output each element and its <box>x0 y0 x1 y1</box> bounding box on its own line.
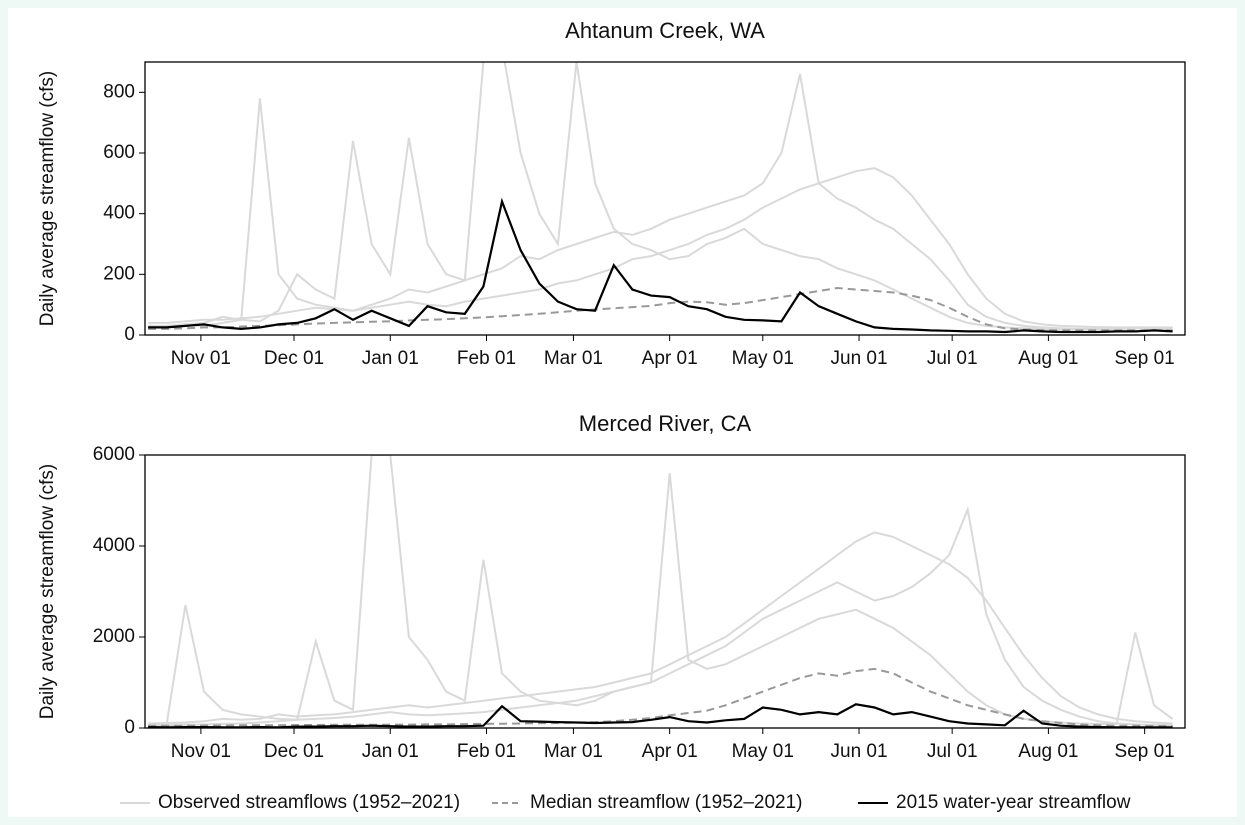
x-tick-label: Jul 01 <box>927 348 978 369</box>
x-tick-label: Jan 01 <box>362 348 419 369</box>
x-tick-label: Mar 01 <box>544 348 603 369</box>
chart-title: Merced River, CA <box>579 411 752 436</box>
x-tick-label: Mar 01 <box>544 741 603 762</box>
x-tick-label: Sep 01 <box>1115 348 1175 369</box>
series-line <box>148 531 1173 725</box>
x-tick-label: Sep 01 <box>1115 741 1175 762</box>
series-line <box>148 167 1173 329</box>
chart-title: Ahtanum Creek, WA <box>565 18 765 43</box>
series-line <box>148 455 1174 726</box>
y-axis-label: Daily average streamflow (cfs) <box>37 71 58 327</box>
y-tick-label: 0 <box>124 717 135 738</box>
x-tick-label: Nov 01 <box>171 348 231 369</box>
x-tick-label: Jun 01 <box>831 348 888 369</box>
series-line <box>148 703 1173 728</box>
y-tick-label: 0 <box>124 324 135 345</box>
legend-label: Observed streamflows (1952–2021) <box>158 792 460 813</box>
y-tick-label: 2000 <box>93 626 135 647</box>
x-tick-label: Feb 01 <box>457 741 516 762</box>
y-tick-label: 800 <box>103 81 135 102</box>
series-line <box>148 667 1173 727</box>
y-tick-label: 400 <box>103 203 135 224</box>
legend-label: 2015 water-year streamflow <box>896 792 1131 813</box>
x-tick-label: Dec 01 <box>264 741 324 762</box>
x-tick-label: Nov 01 <box>171 741 231 762</box>
x-tick-label: May 01 <box>732 741 794 762</box>
x-tick-label: Aug 01 <box>1018 741 1078 762</box>
plot-frame <box>144 454 1186 729</box>
series-line <box>148 73 1173 330</box>
y-axis-label: Daily average streamflow (cfs) <box>37 464 58 720</box>
x-tick-label: Jul 01 <box>927 741 978 762</box>
y-tick-label: 6000 <box>93 444 135 465</box>
series-line <box>148 506 1173 727</box>
plot <box>148 62 1173 334</box>
plot <box>148 455 1174 728</box>
x-tick-label: Jun 01 <box>831 741 888 762</box>
series-line <box>148 286 1173 332</box>
x-tick-label: May 01 <box>732 348 794 369</box>
y-tick-label: 4000 <box>93 535 135 556</box>
x-tick-label: Feb 01 <box>457 348 516 369</box>
series-line <box>148 197 1173 334</box>
y-tick-label: 200 <box>103 263 135 284</box>
x-tick-label: Dec 01 <box>264 348 324 369</box>
y-tick-label: 600 <box>103 142 135 163</box>
legend-label: Median streamflow (1952–2021) <box>530 792 803 813</box>
plot-frame <box>144 61 1186 336</box>
background <box>8 8 1237 817</box>
x-tick-label: Aug 01 <box>1018 348 1078 369</box>
x-tick-label: Apr 01 <box>642 741 698 762</box>
x-tick-label: Apr 01 <box>642 348 698 369</box>
x-tick-label: Jan 01 <box>362 741 419 762</box>
